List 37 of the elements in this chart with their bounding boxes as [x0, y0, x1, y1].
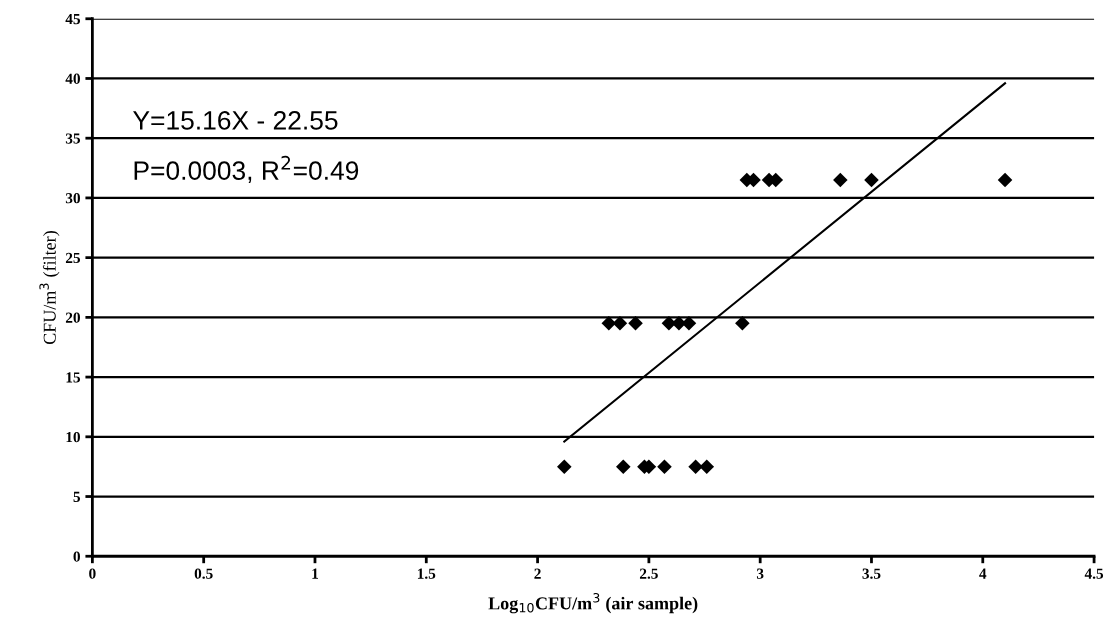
x-tick-label: 1 [312, 568, 319, 579]
y-tick-label: 0 [73, 551, 80, 562]
y-tick-label: 5 [73, 491, 81, 502]
y-tick-label: 40 [65, 73, 80, 84]
y-tick-label: 30 [65, 193, 80, 204]
point [833, 172, 848, 188]
point [864, 172, 879, 188]
point [601, 316, 617, 331]
x-tick-label: 0.5 [194, 568, 213, 579]
x-tick-label: 3 [756, 568, 764, 579]
y-tick-label: 20 [65, 312, 80, 323]
y-tick-label: 25 [65, 252, 81, 264]
x-tick-label: 2 [534, 568, 541, 579]
point [657, 459, 672, 474]
point [735, 316, 750, 331]
x-tick-label: 4.5 [1084, 568, 1104, 579]
x-tick-label: 0 [89, 568, 96, 579]
point [557, 459, 572, 474]
y-tick-label: 45 [65, 13, 81, 25]
y-tick-label: 35 [65, 133, 81, 144]
point [612, 316, 628, 331]
y-tick-label: 15 [66, 372, 81, 383]
y-axis-title: CFU/m$^{3}$ (filter) [39, 231, 60, 345]
point [628, 316, 643, 331]
point [997, 172, 1013, 188]
x-tick-label: 4 [979, 568, 987, 579]
y-tick-label: 10 [66, 431, 80, 443]
annotation: Y=15.16X - 22.55 [133, 111, 338, 130]
x-tick-label: 1.5 [417, 568, 436, 579]
point [681, 316, 697, 331]
point [616, 459, 631, 474]
point [699, 459, 715, 474]
point [688, 459, 703, 474]
x-tick-label: 2.5 [639, 568, 658, 579]
x-tick-label: 3.5 [862, 568, 881, 579]
annotation: P=0.0003, R$^{2}$=0.49 [134, 155, 359, 184]
x-axis-title: Log$_{10}$CFU/m$^{3}$ (air sample) [488, 593, 698, 614]
